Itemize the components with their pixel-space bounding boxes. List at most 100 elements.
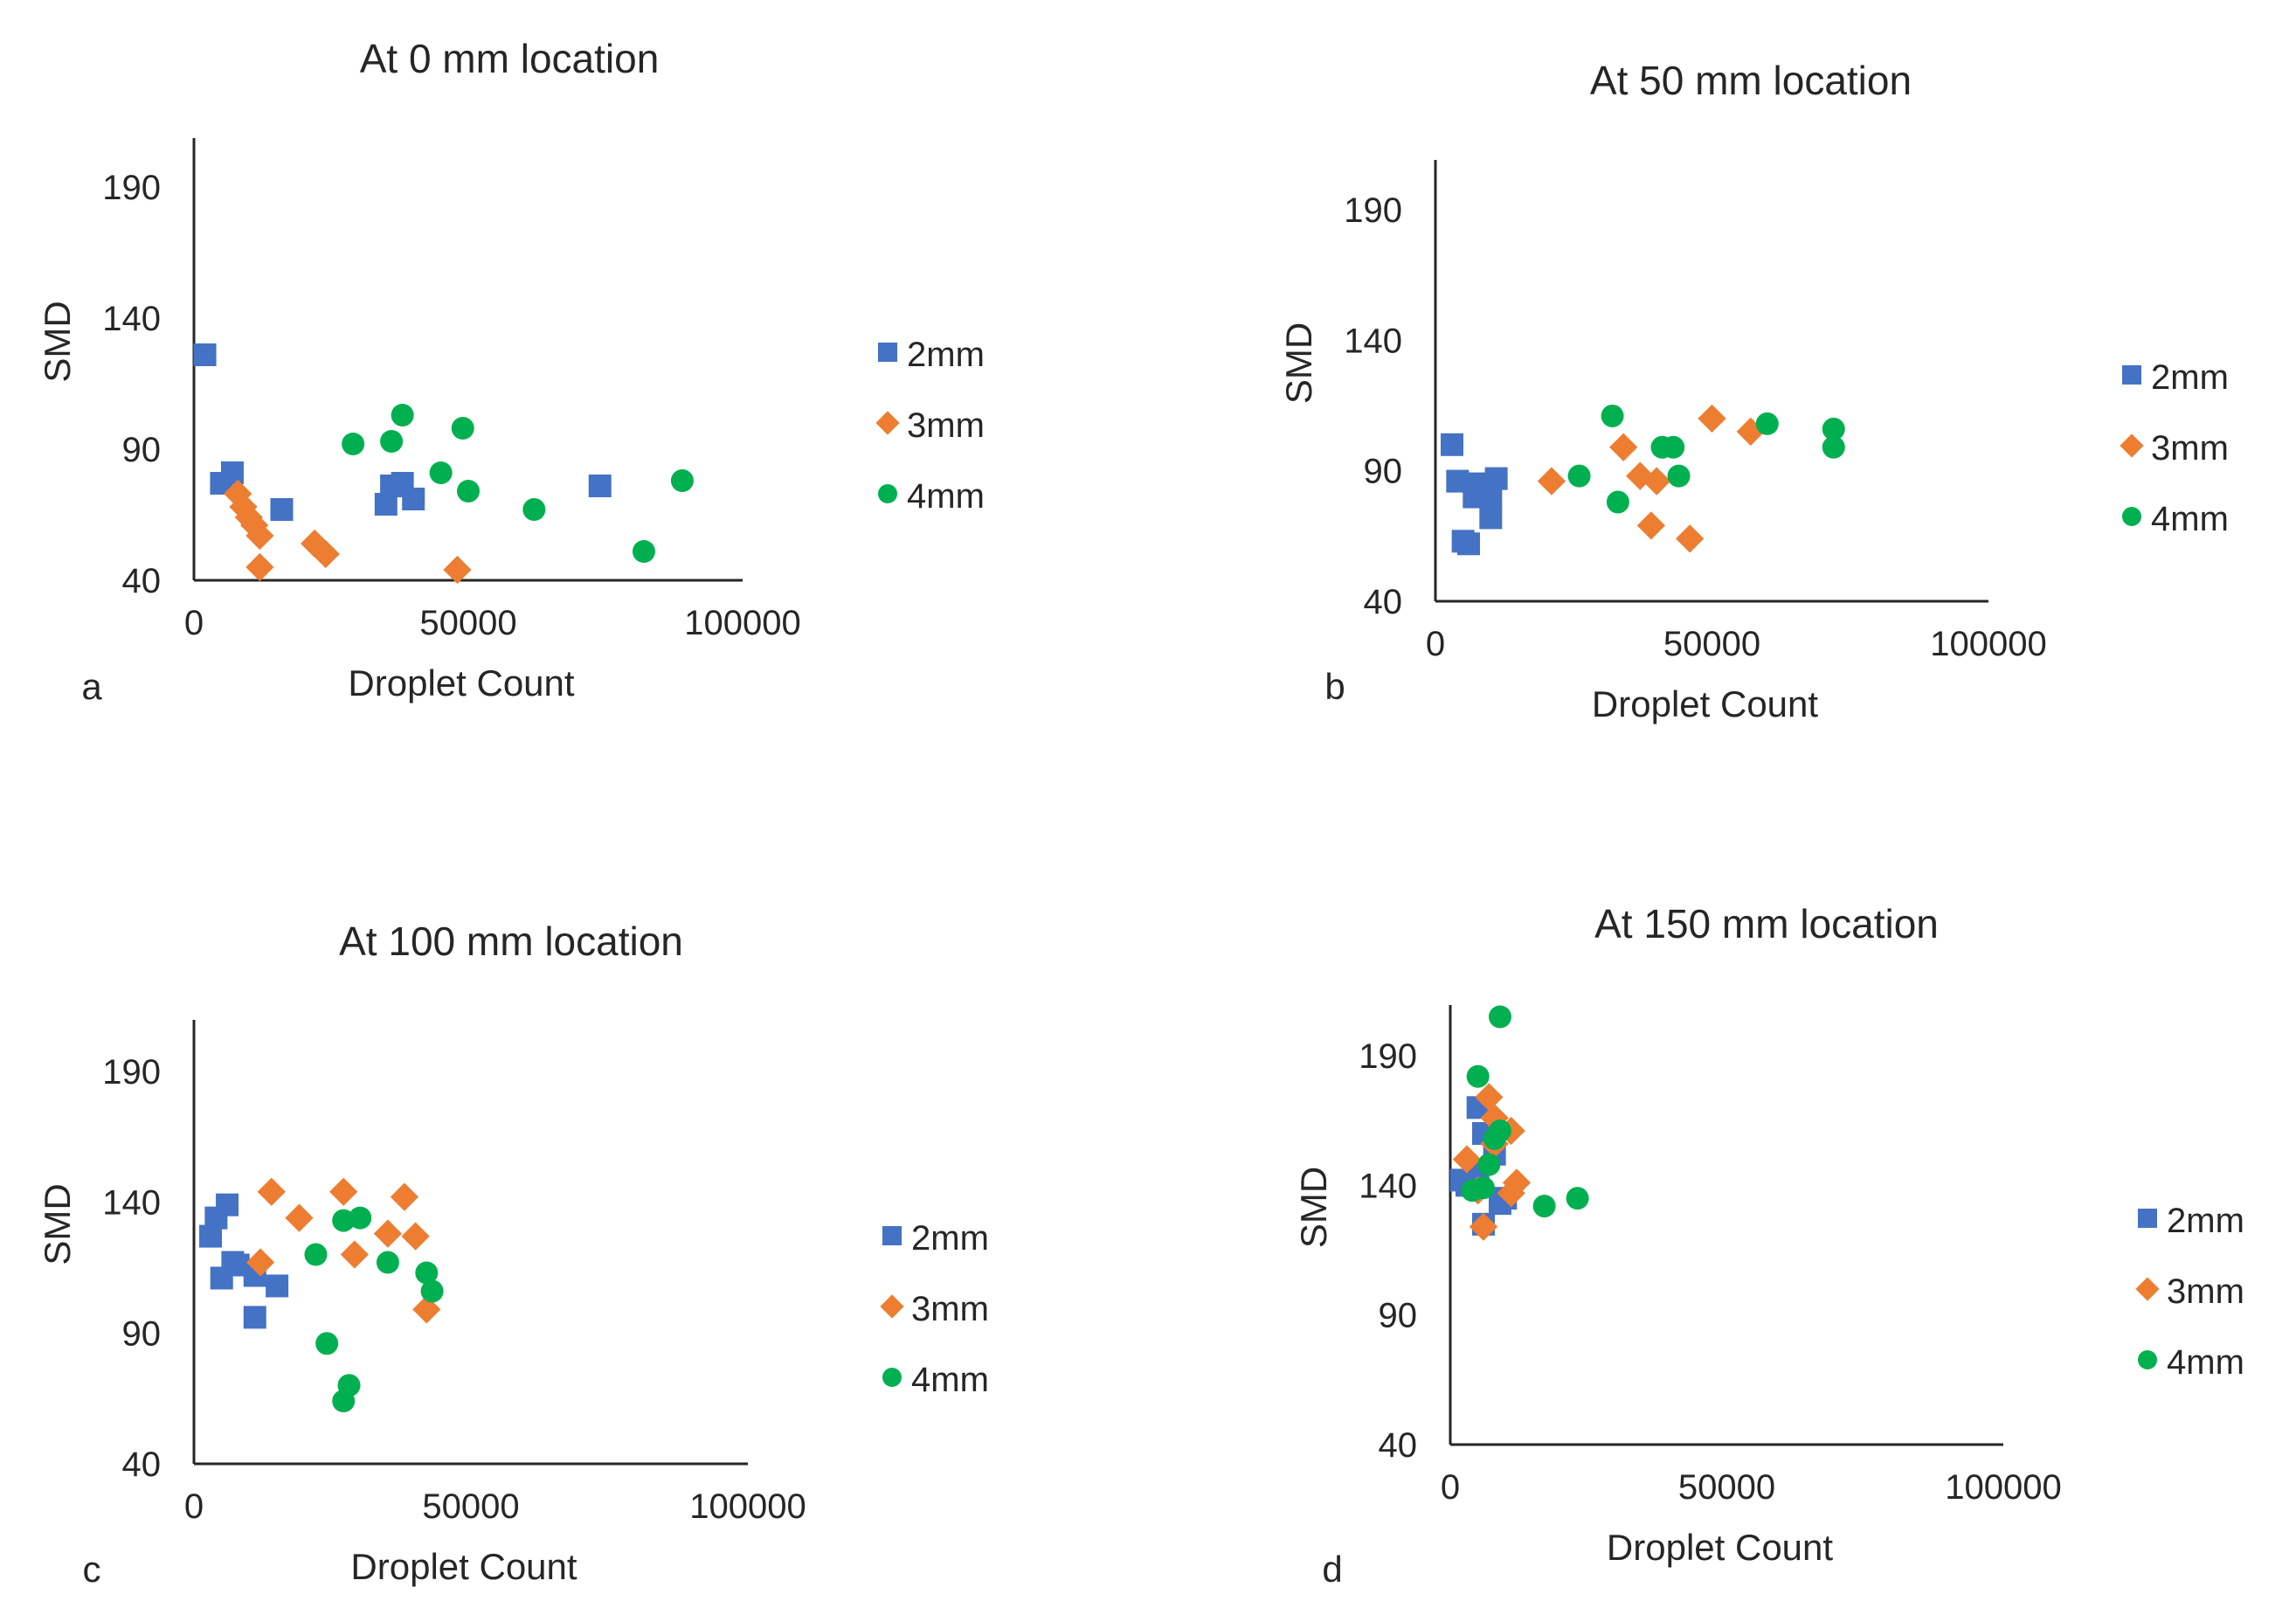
data-point-4mm	[522, 498, 546, 521]
legend-marker-3mm	[2135, 1277, 2160, 1301]
data-point-2mm	[402, 488, 425, 510]
data-point-2mm	[220, 461, 244, 484]
data-point-4mm	[1532, 1195, 1556, 1218]
y-tick-label: 190	[102, 169, 161, 207]
x-tick-label: 100000	[684, 604, 800, 642]
y-axis-title: SMD	[1293, 1167, 1334, 1248]
legend-marker-2mm	[878, 343, 897, 362]
data-point-3mm	[1676, 524, 1705, 553]
x-tick-label: 0	[1441, 1468, 1460, 1507]
data-point-4mm	[1471, 1176, 1495, 1200]
y-tick-label: 40	[1364, 583, 1403, 621]
data-point-4mm	[304, 1243, 328, 1266]
data-point-4mm	[420, 1279, 444, 1303]
data-point-4mm	[1822, 435, 1845, 459]
y-tick-label: 90	[122, 431, 162, 469]
legend-marker-4mm	[2138, 1350, 2157, 1369]
data-point-3mm	[340, 1240, 369, 1269]
legend-marker-2mm	[2138, 1209, 2157, 1228]
data-point-4mm	[337, 1374, 361, 1397]
series-3mm	[246, 1177, 441, 1324]
data-point-2mm	[1484, 467, 1508, 490]
legend-marker-4mm	[878, 484, 897, 503]
panel-c: At 100 mm location 190 140 90 40 0 50000 100000…	[37, 918, 989, 1590]
y-tick-label: 90	[1379, 1297, 1418, 1335]
data-point-2mm	[1440, 433, 1463, 456]
legend-label: 2mm	[2167, 1202, 2244, 1240]
data-point-4mm	[1567, 464, 1591, 488]
data-point-3mm	[443, 555, 472, 585]
panel-label: c	[83, 1549, 101, 1590]
data-point-4mm	[1477, 1153, 1501, 1176]
y-tick-label: 40	[122, 562, 162, 600]
legend-marker-3mm	[880, 1294, 904, 1319]
data-point-4mm	[1488, 1119, 1511, 1143]
data-point-3mm	[1636, 511, 1665, 540]
data-point-3mm	[257, 1177, 286, 1206]
data-point-4mm	[1667, 464, 1691, 488]
y-tick-label: 190	[1344, 191, 1402, 230]
series-4mm	[1461, 1005, 1589, 1218]
data-point-4mm	[451, 417, 474, 440]
data-point-3mm	[246, 1248, 275, 1277]
x-tick-label: 50000	[419, 604, 516, 642]
data-point-4mm	[315, 1332, 339, 1355]
data-point-3mm	[229, 492, 258, 522]
legend: 2mm 3mm 4mm	[880, 1219, 989, 1399]
y-tick-label: 140	[1344, 322, 1402, 360]
data-point-4mm	[380, 430, 404, 453]
data-point-4mm	[332, 1209, 356, 1232]
y-axis-title: SMD	[37, 1183, 78, 1265]
data-point-3mm	[1626, 461, 1655, 490]
data-point-3mm	[1609, 433, 1638, 461]
legend-marker-3mm	[875, 411, 900, 435]
legend-marker-3mm	[2120, 433, 2144, 458]
data-point-4mm	[391, 404, 414, 426]
legend: 2mm 3mm 4mm	[875, 336, 985, 516]
data-point-3mm	[412, 1295, 441, 1324]
x-axis-title: Droplet Count	[350, 1546, 577, 1587]
legend-label: 3mm	[911, 1290, 989, 1328]
legend-marker-2mm	[2122, 365, 2141, 385]
y-tick-label: 140	[102, 1184, 161, 1223]
chart-title: At 150 mm location	[1594, 901, 1939, 946]
x-tick-label: 0	[184, 1487, 204, 1526]
data-point-2mm	[588, 475, 612, 497]
series-4mm	[1567, 404, 1845, 514]
data-point-3mm	[285, 1203, 314, 1232]
series-4mm	[342, 404, 694, 563]
legend-marker-2mm	[882, 1226, 902, 1245]
data-point-4mm	[1755, 412, 1779, 435]
data-point-3mm	[401, 1222, 430, 1251]
legend-label: 4mm	[2151, 500, 2229, 538]
data-point-3mm	[1537, 467, 1566, 496]
y-tick-label: 190	[102, 1053, 161, 1092]
chart-title: At 100 mm location	[339, 918, 683, 964]
x-axis-title: Droplet Count	[1592, 683, 1818, 724]
chart-title: At 0 mm location	[360, 36, 660, 81]
chart-title: At 50 mm location	[1590, 58, 1912, 103]
series-3mm	[224, 479, 472, 585]
legend-label: 3mm	[907, 406, 985, 445]
x-tick-label: 0	[1426, 625, 1445, 663]
data-point-4mm	[1566, 1187, 1589, 1210]
x-tick-label: 50000	[422, 1487, 519, 1526]
data-point-3mm	[390, 1182, 419, 1211]
panel-label: a	[81, 666, 102, 707]
data-point-4mm	[1601, 404, 1624, 427]
data-point-4mm	[342, 433, 365, 455]
x-tick-label: 0	[184, 604, 204, 642]
y-tick-label: 90	[122, 1314, 162, 1353]
legend-label: 4mm	[911, 1361, 989, 1399]
data-point-2mm	[266, 1274, 289, 1298]
series-4mm	[304, 1206, 444, 1413]
series-2mm	[1440, 433, 1508, 556]
data-point-2mm	[1456, 532, 1480, 556]
y-tick-label: 190	[1359, 1037, 1417, 1076]
data-point-4mm	[1466, 1064, 1490, 1088]
x-tick-label: 100000	[689, 1487, 806, 1526]
legend-label: 4mm	[907, 477, 985, 516]
data-point-2mm	[193, 343, 217, 366]
legend-marker-4mm	[2122, 507, 2141, 526]
